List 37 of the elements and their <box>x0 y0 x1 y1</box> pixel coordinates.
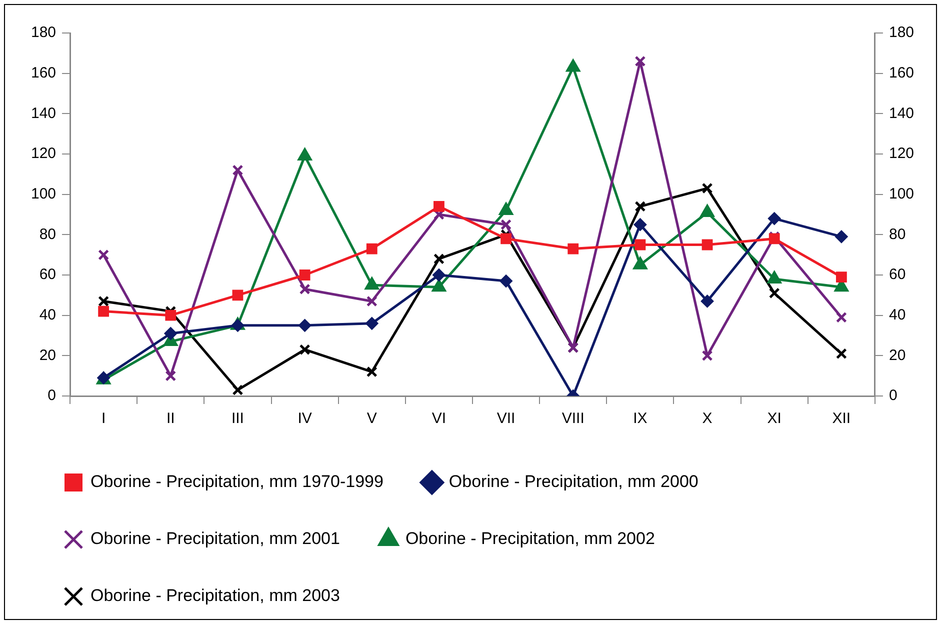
y2-tick-label: 0 <box>888 387 898 404</box>
y2-tick-label: 180 <box>888 24 914 42</box>
x-tick-label: VI <box>432 410 446 428</box>
y2-tick-label: 60 <box>888 266 906 284</box>
y2-tick-label: 160 <box>888 64 914 82</box>
y-tick-label: 80 <box>39 226 56 243</box>
y2-tick-label: 20 <box>888 346 906 364</box>
y-tick-label: 20 <box>39 346 56 364</box>
y-tick-label: 60 <box>39 266 56 284</box>
legend-label: Oborine - Precipitation, mm 2003 <box>90 586 340 606</box>
y-tick-label: 140 <box>30 104 56 122</box>
legend-label: Oborine - Precipitation, mm 2000 <box>448 472 698 492</box>
y-tick-label: 160 <box>30 64 56 82</box>
x-tick-label: I <box>101 410 106 428</box>
legend-label: Oborine - Precipitation, mm 2001 <box>90 529 340 548</box>
y2-tick-label: 40 <box>888 306 906 324</box>
y2-tick-label: 100 <box>888 185 914 202</box>
x-tick-label: VIII <box>562 410 584 428</box>
x-tick-label: VII <box>496 410 516 428</box>
y2-tick-label: 120 <box>888 145 914 162</box>
y-tick-label: 0 <box>48 387 56 404</box>
legend-label: Oborine - Precipitation, mm 2002 <box>405 529 655 548</box>
y-tick-label: 100 <box>30 185 56 202</box>
legend-label: Oborine - Precipitation, mm 1970-1999 <box>90 472 384 492</box>
y-tick-label: 120 <box>30 145 56 162</box>
x-tick-label: II <box>166 410 175 428</box>
y2-tick-label: 140 <box>888 104 914 122</box>
x-tick-label: V <box>366 410 377 428</box>
x-tick-label: IX <box>633 410 648 428</box>
x-tick-label: XI <box>767 410 782 428</box>
y-tick-label: 40 <box>39 306 56 324</box>
x-tick-label: IV <box>298 410 312 428</box>
x-tick-label: III <box>231 410 244 428</box>
x-tick-label: XII <box>832 410 851 428</box>
x-tick-label: X <box>702 410 712 428</box>
y-tick-label: 180 <box>30 24 56 42</box>
y2-tick-label: 80 <box>888 226 906 243</box>
